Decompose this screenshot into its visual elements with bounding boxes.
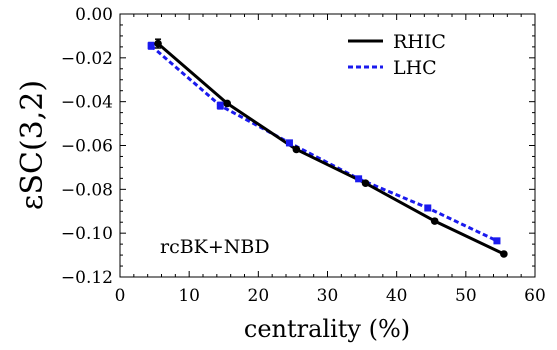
data-point-rhic: [430, 217, 439, 225]
y-tick-label: −0.04: [61, 93, 113, 113]
axis-ticks: [119, 13, 536, 278]
legend: RHIC LHC: [348, 31, 446, 79]
x-tick-label: 30: [317, 286, 339, 306]
x-tick-label: 20: [248, 286, 270, 306]
data-point-rhic: [154, 39, 162, 48]
data-point-lhc: [147, 42, 155, 50]
data-point-rhic: [361, 179, 370, 187]
x-tick-label: 50: [455, 286, 477, 306]
x-axis-title: centrality (%): [244, 315, 410, 343]
series-line-lhc: [150, 44, 498, 243]
y-tick-label: −0.08: [61, 180, 113, 200]
x-tick-label: 60: [524, 286, 546, 306]
x-tick-label: 10: [178, 286, 200, 306]
legend-label-lhc: LHC: [393, 57, 437, 79]
data-point-lhc: [285, 139, 293, 147]
y-tick-label: −0.12: [61, 268, 113, 288]
data-point-rhic: [292, 145, 301, 154]
data-point-rhic: [500, 250, 508, 258]
y-axis-title: εSC(3,2): [15, 80, 50, 210]
data-points: [147, 39, 508, 258]
tick-labels: 0 10 20 30 40 50 60 0.00 −0.02 −0.04 −0.06 −0.08 −0.…: [61, 5, 546, 306]
series-line-rhic: [157, 42, 505, 256]
legend-label-rhic: RHIC: [393, 31, 446, 53]
series-lines: [150, 42, 505, 256]
x-tick-label: 0: [115, 286, 126, 306]
data-point-lhc: [493, 237, 501, 245]
data-point-lhc: [355, 175, 363, 183]
model-annotation: rcBK+NBD: [160, 236, 270, 258]
data-point-lhc: [216, 102, 224, 110]
y-tick-label: −0.10: [61, 224, 113, 244]
y-tick-label: 0.00: [75, 5, 113, 25]
x-tick-label: 40: [386, 286, 408, 306]
y-tick-label: −0.02: [61, 49, 113, 69]
y-tick-label: −0.06: [61, 137, 113, 157]
data-point-rhic: [223, 99, 232, 108]
data-point-lhc: [424, 204, 432, 212]
